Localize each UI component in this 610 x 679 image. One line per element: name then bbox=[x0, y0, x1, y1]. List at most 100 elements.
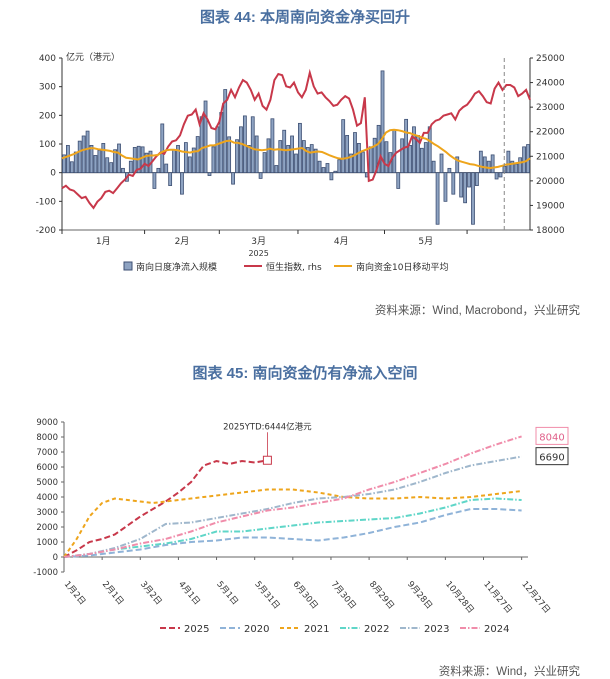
x-tick-label: 2月1日 bbox=[100, 580, 126, 608]
flow-bar bbox=[451, 172, 456, 195]
flow-bar bbox=[113, 149, 117, 174]
flow-bar bbox=[282, 129, 287, 174]
flow-bar bbox=[294, 153, 298, 174]
x-tick-label: 5月31日 bbox=[252, 580, 281, 612]
legend-ma10-label: 南向资金10日移动平均 bbox=[356, 261, 448, 273]
right-tick-label: 19000 bbox=[536, 201, 565, 211]
flow-bar bbox=[498, 172, 503, 178]
x-tick-label: 10月28日 bbox=[443, 580, 475, 616]
flow-bar bbox=[380, 70, 385, 174]
flow-bar bbox=[317, 160, 322, 174]
flow-bar bbox=[62, 154, 66, 174]
x-tick-label: 9月28日 bbox=[405, 580, 434, 612]
flow-bar bbox=[250, 116, 255, 174]
legend-label-2020: 2020 bbox=[244, 624, 269, 635]
flow-bar bbox=[329, 172, 334, 181]
flow-bar bbox=[140, 146, 145, 174]
y-tick-label: 0 bbox=[53, 553, 58, 563]
x-tick-label: 5月1日 bbox=[214, 580, 240, 608]
year-label: 2025 bbox=[248, 249, 268, 258]
flow-bar bbox=[97, 149, 102, 174]
x-tick-label: 8月29日 bbox=[367, 580, 396, 612]
flow-bar bbox=[384, 141, 389, 174]
flow-bar bbox=[121, 167, 125, 174]
left-tick-label: 400 bbox=[39, 54, 56, 64]
flow-bar bbox=[66, 145, 70, 174]
flow-bar bbox=[345, 135, 350, 174]
flow-bar bbox=[459, 172, 464, 198]
y-tick-label: 5000 bbox=[36, 478, 58, 488]
legend-hsi-label: 恒生指数, rhs bbox=[266, 261, 322, 273]
flow-bar bbox=[105, 157, 110, 174]
x-tick-label: 6月30日 bbox=[291, 580, 320, 612]
flow-bar bbox=[455, 156, 460, 174]
flow-bar bbox=[231, 172, 235, 185]
flow-bar bbox=[164, 163, 169, 174]
legend-label-2024: 2024 bbox=[484, 624, 509, 635]
flow-bar bbox=[207, 172, 212, 176]
flow-bar bbox=[128, 160, 133, 174]
hsi-line bbox=[61, 68, 531, 210]
flow-bar bbox=[254, 135, 259, 174]
flow-bar bbox=[176, 145, 180, 174]
flow-bar bbox=[400, 138, 405, 174]
flow-bar bbox=[443, 172, 448, 202]
ma10-line bbox=[61, 128, 531, 170]
ytd-marker bbox=[262, 455, 272, 465]
flow-bar bbox=[301, 140, 306, 174]
flow-bar bbox=[337, 159, 342, 174]
y-tick-label: 4000 bbox=[36, 493, 58, 503]
flow-bar bbox=[360, 151, 365, 174]
figure45-title: 图表 45: 南向资金仍有净流入空间 bbox=[192, 365, 418, 382]
series-line-2020 bbox=[63, 508, 522, 558]
flow-bar bbox=[396, 172, 401, 189]
series-line-2023 bbox=[63, 455, 522, 558]
flow-bar bbox=[392, 129, 397, 174]
flow-bar bbox=[183, 142, 188, 174]
figure44-title: 图表 44: 本周南向资金净买回升 bbox=[199, 9, 411, 26]
flow-bar bbox=[325, 163, 330, 174]
cumulative-southbound-chart: -1000 0 1000 2000 3000 4000 5000 6000 7000 8000 90… bbox=[33, 418, 569, 635]
flow-bar bbox=[93, 155, 98, 174]
flow-bar bbox=[357, 143, 361, 174]
right-tick-label: 25000 bbox=[536, 54, 565, 64]
flow-bar bbox=[195, 136, 200, 174]
y-tick-label: 7000 bbox=[36, 448, 58, 458]
figure45-source: 资料来源：Wind，兴业研究 bbox=[438, 666, 580, 678]
right-tick-label: 22000 bbox=[536, 128, 565, 138]
ytd-annotation: 2025YTD:6444亿港元 bbox=[223, 421, 312, 432]
flow-bar bbox=[518, 157, 523, 174]
right-tick-label: 23000 bbox=[536, 103, 565, 113]
flow-bar bbox=[490, 154, 495, 174]
flow-bar bbox=[309, 144, 314, 174]
flow-bar bbox=[235, 139, 239, 174]
legend-bar-label: 南向日度净流入规模 bbox=[136, 261, 217, 273]
flow-bar bbox=[423, 142, 428, 174]
flow-bar bbox=[215, 126, 220, 174]
flow-bar bbox=[172, 149, 176, 174]
right-tick-label: 24000 bbox=[536, 79, 565, 89]
flow-bar bbox=[227, 136, 232, 174]
x-tick-label: 1月2日 bbox=[62, 580, 88, 608]
flow-bar bbox=[286, 145, 291, 174]
flow-bar bbox=[494, 172, 499, 180]
flow-bar bbox=[439, 153, 444, 174]
flow-bar bbox=[471, 172, 475, 225]
x-tick-label: 11月27日 bbox=[481, 580, 513, 616]
flow-bar bbox=[203, 100, 208, 174]
flow-bar bbox=[475, 172, 479, 186]
flow-bar bbox=[333, 170, 338, 174]
month-label: 3月 bbox=[251, 236, 266, 247]
flow-bar bbox=[211, 146, 216, 174]
x-tick-label: 3月2日 bbox=[138, 580, 164, 608]
y-tick-label: 3000 bbox=[36, 508, 58, 518]
left-tick-label: 300 bbox=[39, 83, 56, 93]
unit-label: 亿元（港元） bbox=[66, 51, 120, 63]
flow-bar bbox=[191, 147, 196, 174]
flow-bar bbox=[478, 150, 483, 174]
flow-bar bbox=[278, 140, 283, 174]
left-tick-label: 200 bbox=[39, 111, 56, 121]
flow-bar bbox=[160, 123, 165, 174]
flow-bar bbox=[514, 163, 519, 174]
flow-bar bbox=[447, 167, 452, 174]
